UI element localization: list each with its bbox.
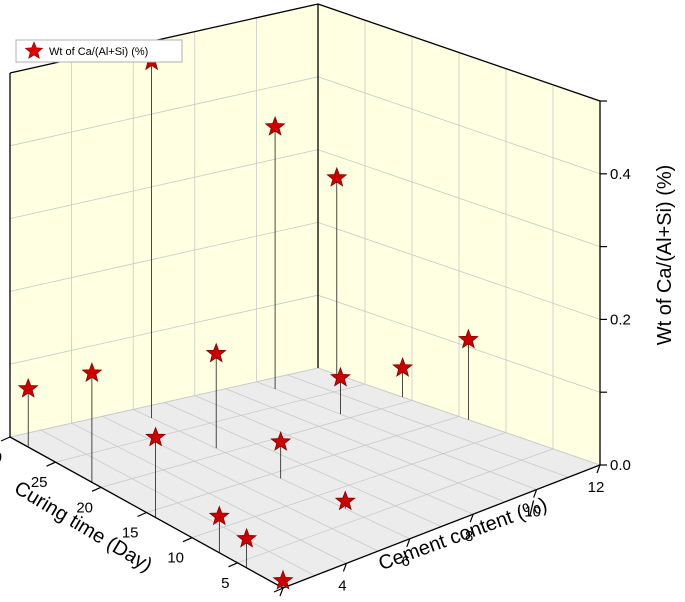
data-point-star — [81, 362, 103, 382]
back-grid-line — [9, 149, 319, 219]
data-point-star — [264, 115, 286, 136]
legend-star-icon — [24, 41, 44, 59]
y-tick-mark — [137, 511, 147, 518]
side-grid-line — [317, 149, 601, 247]
back-grid-line — [9, 367, 319, 438]
data-point-star — [236, 527, 258, 548]
x-tick-mark — [279, 587, 284, 597]
y-tick-mark — [0, 436, 11, 442]
z-tick-label: 0.0 — [610, 457, 631, 474]
back-grid-line — [9, 76, 319, 147]
floor-grid-line — [100, 399, 413, 488]
data-point-star — [272, 569, 294, 590]
side-grid-line — [317, 76, 601, 175]
x-tick-mark — [596, 464, 601, 474]
back-wall — [10, 4, 318, 437]
chart-points — [17, 50, 479, 590]
data-point-star — [329, 366, 351, 387]
floor-grid-line — [191, 432, 507, 539]
z-axis-title: Wt of Ca/(Al+Si) (%) — [654, 165, 676, 346]
x-axis-line — [282, 464, 601, 589]
data-point-star — [145, 426, 167, 447]
data-point-star — [326, 166, 348, 187]
side-top-edge — [317, 3, 601, 102]
data-point-star — [457, 328, 479, 349]
x-tick-label: 8 — [465, 528, 473, 545]
legend: Wt of Ca/(Al+Si) (%) — [15, 39, 183, 63]
back-grid-line — [9, 222, 319, 292]
y-tick-label: 30 — [0, 449, 2, 466]
floor-plane — [10, 368, 600, 588]
y-tick-label: 25 — [31, 474, 48, 491]
data-point-star — [17, 377, 39, 398]
side-grid-line — [317, 222, 601, 320]
legend-label: Wt of Ca/(Al+Si) (%) — [49, 46, 148, 58]
side-grid-line — [317, 294, 601, 393]
data-point-star — [205, 342, 227, 363]
data-point-star — [270, 431, 292, 451]
y-tick-label: 10 — [167, 550, 184, 567]
side-grid-line — [317, 367, 601, 466]
chart-walls — [10, 4, 600, 588]
y-tick-label: 15 — [122, 525, 139, 542]
floor-grid-line — [146, 416, 460, 513]
z-tick-label: 0.4 — [610, 166, 631, 183]
y-tick-label: 20 — [76, 499, 93, 516]
y-tick-label: 0 — [267, 600, 275, 602]
legend-box — [15, 39, 183, 63]
z-tick-label: 0.2 — [610, 311, 631, 328]
chart-ticks: 246810120510152025300.00.20.4 — [0, 100, 631, 602]
x-tick-label: 12 — [588, 479, 605, 496]
x-tick-mark — [533, 489, 538, 498]
y-tick-mark — [182, 537, 193, 543]
x-tick-label: 4 — [338, 577, 346, 594]
x-tick-mark — [469, 513, 474, 523]
y-tick-label: 5 — [221, 575, 229, 592]
x-tick-mark — [406, 538, 411, 548]
floor-grid-line — [55, 383, 366, 463]
y-tick-mark — [228, 562, 238, 568]
data-point-star — [392, 356, 414, 377]
y-tick-mark — [273, 587, 284, 593]
y-tick-mark — [46, 461, 56, 467]
x-tick-mark — [342, 563, 347, 572]
floor-grid-line — [237, 448, 554, 564]
data-point-star — [334, 490, 356, 511]
x-tick-label: 10 — [524, 504, 541, 521]
data-point-star — [208, 505, 230, 526]
y-tick-mark — [91, 486, 102, 492]
x-tick-label: 6 — [402, 553, 410, 570]
back-grid-line — [9, 294, 319, 365]
